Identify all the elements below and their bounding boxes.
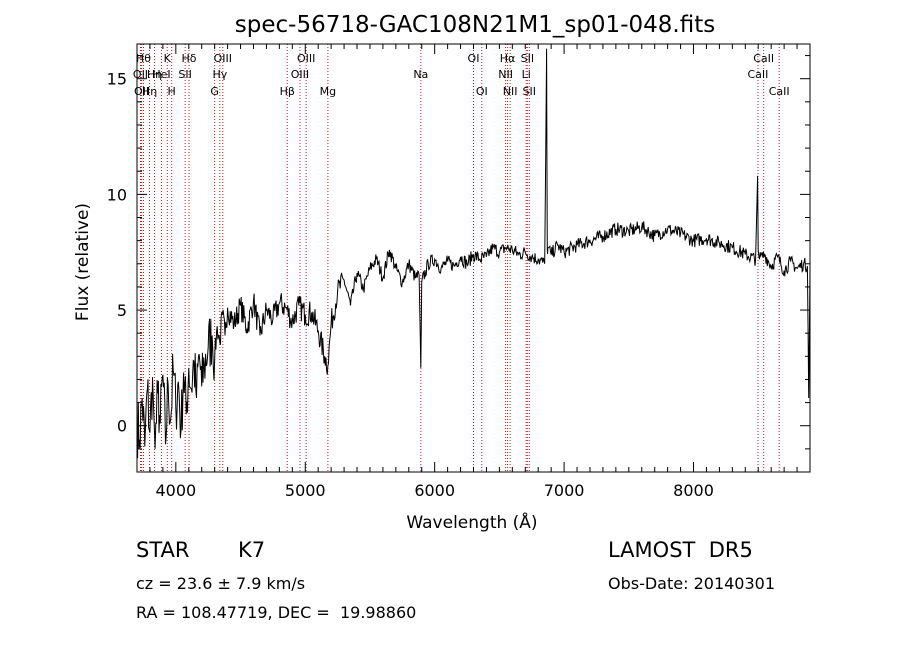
x-tick-label: 5000 [285, 481, 326, 500]
spectral-line-label: CaII [748, 68, 769, 81]
spectral-line-label: G [210, 85, 219, 98]
spectral-line-label: SII [521, 52, 534, 65]
spectral-line-label: Na [413, 68, 428, 81]
object-class: STAR [136, 538, 190, 562]
spectral-line-label: H [168, 85, 176, 98]
spectral-line-label: SII [178, 68, 191, 81]
spectral-line-label: OI [468, 52, 480, 65]
spectral-line-label: OII [134, 85, 149, 98]
object-subclass: K7 [238, 538, 266, 562]
spectral-line-label: K [164, 52, 172, 65]
spectral-line-label: Li [522, 68, 531, 81]
x-axis-label: Wavelength (Å) [406, 511, 537, 533]
spectral-line-label: OIII [297, 52, 315, 65]
spectrum-series [136, 48, 811, 459]
x-tick-label: 7000 [544, 481, 585, 500]
spectral-line-label: Hβ [280, 85, 295, 98]
line-labels: HθOIIOIIHηHηHeIKHSIIHδGHγOIIIHβOIIIOIIIM… [133, 52, 790, 98]
x-tick-label: 6000 [414, 481, 455, 500]
spectral-line-label: NII [498, 68, 513, 81]
x-tick-label: 4000 [155, 481, 196, 500]
y-axis-label: Flux (relative) [73, 203, 93, 321]
spectral-line-label: Hη [147, 68, 162, 81]
spectral-line-label: OIII [214, 52, 232, 65]
spectral-line-label: Hη [142, 85, 157, 98]
y-tick-label: 10 [107, 185, 127, 204]
spectral-line-label: OIII [291, 68, 309, 81]
spectral-line-label: Mg [320, 85, 336, 98]
spectral-line-label: Hγ [212, 68, 227, 81]
spectral-line-label: NII [503, 85, 518, 98]
spectral-line-label: SII [523, 85, 536, 98]
x-tick-label: 8000 [673, 481, 714, 500]
spectral-line-label: CaII [769, 85, 790, 98]
redshift-text: cz = 23.6 ± 7.9 km/s [136, 574, 306, 593]
survey-name: LAMOST DR5 [608, 538, 753, 562]
spectral-line-label: Hα [500, 52, 516, 65]
spectral-line-label: OII [133, 68, 148, 81]
spectral-line-label: Hδ [182, 52, 197, 65]
spectral-line-label: CaII [753, 52, 774, 65]
coordinates-text: RA = 108.47719, DEC = 19.98860 [136, 603, 417, 622]
spectral-line-label: HeI [152, 68, 170, 81]
obs-date-text: Obs-Date: 20140301 [608, 574, 776, 593]
spectrum-line [136, 48, 811, 459]
spectral-line-label: Hθ [136, 52, 151, 65]
y-tick-label: 15 [107, 70, 127, 89]
spectral-line-label: OI [476, 85, 488, 98]
y-tick-label: 5 [117, 301, 127, 320]
chart-title: spec-56718-GAC108N21M1_sp01-048.fits [235, 12, 715, 38]
plot-axes: 4000 5000 6000 7000 8000 0 5 10 15 [107, 43, 811, 500]
y-tick-label: 0 [117, 417, 127, 436]
